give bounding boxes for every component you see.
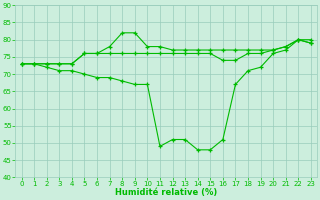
X-axis label: Humidité relative (%): Humidité relative (%): [115, 188, 217, 197]
